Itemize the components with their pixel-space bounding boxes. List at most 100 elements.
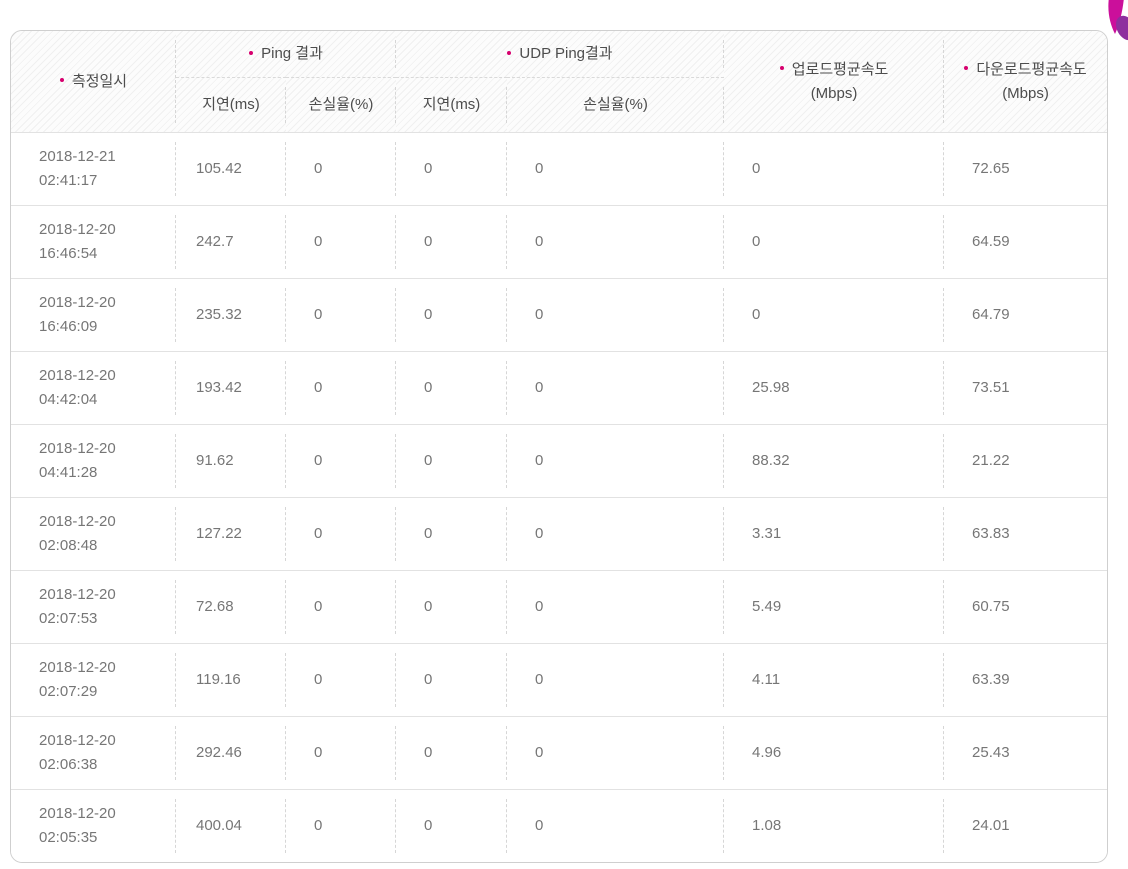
cell-upload-speed: 88.32 — [724, 424, 945, 497]
cell-udp-loss: 0 — [507, 643, 725, 716]
cell-upload-speed: 1.08 — [724, 789, 945, 862]
measure-time: 04:41:28 — [39, 464, 98, 481]
bullet-dot-icon — [249, 50, 254, 55]
table-row: 2018-12-20 04:41:28 91.62 0 0 0 88.32 21.… — [11, 424, 1107, 497]
table-row: 2018-12-20 02:05:35 400.04 0 0 0 1.08 24.… — [11, 789, 1107, 862]
table-row: 2018-12-20 02:08:48 127.22 0 0 0 3.31 63.… — [11, 497, 1107, 570]
cell-udp-loss: 0 — [507, 716, 725, 789]
cell-upload-speed: 4.96 — [724, 716, 945, 789]
cell-udp-loss: 0 — [507, 278, 725, 351]
table-row: 2018-12-20 02:07:53 72.68 0 0 0 5.49 60.7… — [11, 570, 1107, 643]
measure-time: 16:46:09 — [39, 318, 98, 335]
cell-datetime: 2018-12-20 02:05:35 — [11, 789, 176, 862]
cell-ping-delay: 400.04 — [176, 789, 286, 862]
brand-logo-fragment-icon — [1108, 0, 1128, 41]
cell-upload-speed: 0 — [724, 132, 945, 205]
measure-date: 2018-12-20 — [39, 732, 116, 749]
cell-udp-delay: 0 — [396, 497, 508, 570]
cell-datetime: 2018-12-20 04:42:04 — [11, 351, 176, 424]
bullet-dot-icon — [59, 78, 64, 83]
cell-ping-delay: 119.16 — [176, 643, 286, 716]
measure-time: 02:07:29 — [39, 683, 98, 700]
cell-download-speed: 63.39 — [944, 643, 1107, 716]
cell-upload-speed: 5.49 — [724, 570, 945, 643]
cell-upload-speed: 4.11 — [724, 643, 945, 716]
cell-download-speed: 73.51 — [944, 351, 1107, 424]
measure-date: 2018-12-20 — [39, 440, 116, 457]
table-header: 측정일시 Ping 결과 UDP Ping결과 업로드평균속도 (Mbps) 다운… — [11, 31, 1107, 132]
cell-datetime: 2018-12-20 02:07:53 — [11, 570, 176, 643]
cell-upload-speed: 25.98 — [724, 351, 945, 424]
cell-datetime: 2018-12-21 02:41:17 — [11, 132, 176, 205]
cell-udp-delay: 0 — [396, 132, 508, 205]
measure-date: 2018-12-21 — [39, 148, 116, 165]
measure-date: 2018-12-20 — [39, 805, 116, 822]
cell-ping-delay: 127.22 — [176, 497, 286, 570]
measure-date: 2018-12-20 — [39, 221, 116, 238]
cell-download-speed: 60.75 — [944, 570, 1107, 643]
cell-download-speed: 21.22 — [944, 424, 1107, 497]
cell-ping-loss: 0 — [286, 497, 397, 570]
measure-time: 02:07:53 — [39, 610, 98, 627]
measure-date: 2018-12-20 — [39, 513, 116, 530]
header-download-avg-speed: 다운로드평균속도 (Mbps) — [944, 31, 1107, 132]
cell-download-speed: 64.59 — [944, 205, 1107, 278]
cell-upload-speed: 0 — [724, 278, 945, 351]
cell-udp-loss: 0 — [507, 497, 725, 570]
cell-udp-delay: 0 — [396, 205, 508, 278]
cell-ping-delay: 235.32 — [176, 278, 286, 351]
results-table-container: 측정일시 Ping 결과 UDP Ping결과 업로드평균속도 (Mbps) 다운… — [10, 30, 1108, 863]
cell-ping-loss: 0 — [286, 278, 397, 351]
cell-udp-delay: 0 — [396, 643, 508, 716]
cell-ping-loss: 0 — [286, 716, 397, 789]
cell-udp-delay: 0 — [396, 570, 508, 643]
cell-udp-delay: 0 — [396, 424, 508, 497]
cell-udp-delay: 0 — [396, 789, 508, 862]
measure-time: 02:08:48 — [39, 537, 98, 554]
cell-ping-delay: 72.68 — [176, 570, 286, 643]
cell-udp-loss: 0 — [507, 351, 725, 424]
cell-datetime: 2018-12-20 16:46:09 — [11, 278, 176, 351]
cell-udp-loss: 0 — [507, 424, 725, 497]
bullet-dot-icon — [507, 50, 512, 55]
bullet-dot-icon — [964, 66, 969, 71]
cell-upload-speed: 0 — [724, 205, 945, 278]
cell-udp-loss: 0 — [507, 132, 725, 205]
cell-download-speed: 63.83 — [944, 497, 1107, 570]
measure-time: 02:06:38 — [39, 756, 98, 773]
cell-udp-delay: 0 — [396, 278, 508, 351]
cell-ping-delay: 292.46 — [176, 716, 286, 789]
cell-ping-loss: 0 — [286, 424, 397, 497]
cell-udp-loss: 0 — [507, 205, 725, 278]
cell-ping-delay: 91.62 — [176, 424, 286, 497]
cell-ping-loss: 0 — [286, 205, 397, 278]
header-measure-datetime: 측정일시 — [11, 31, 176, 132]
subheader-ping-loss: 손실율(%) — [286, 77, 397, 132]
measure-date: 2018-12-20 — [39, 367, 116, 384]
header-ping-group: Ping 결과 — [176, 31, 397, 77]
cell-udp-delay: 0 — [396, 351, 508, 424]
cell-ping-delay: 105.42 — [176, 132, 286, 205]
header-upload-avg-speed: 업로드평균속도 (Mbps) — [724, 31, 945, 132]
cell-udp-loss: 0 — [507, 789, 725, 862]
cell-download-speed: 25.43 — [944, 716, 1107, 789]
cell-download-speed: 24.01 — [944, 789, 1107, 862]
table-row: 2018-12-20 02:07:29 119.16 0 0 0 4.11 63.… — [11, 643, 1107, 716]
cell-ping-loss: 0 — [286, 351, 397, 424]
subheader-ping-delay: 지연(ms) — [176, 77, 286, 132]
measure-date: 2018-12-20 — [39, 659, 116, 676]
cell-ping-delay: 193.42 — [176, 351, 286, 424]
measure-date: 2018-12-20 — [39, 294, 116, 311]
cell-download-speed: 64.79 — [944, 278, 1107, 351]
subheader-udp-loss: 손실율(%) — [507, 77, 725, 132]
measure-time: 16:46:54 — [39, 245, 98, 262]
results-table: 측정일시 Ping 결과 UDP Ping결과 업로드평균속도 (Mbps) 다운… — [11, 31, 1107, 862]
cell-ping-loss: 0 — [286, 643, 397, 716]
cell-upload-speed: 3.31 — [724, 497, 945, 570]
cell-udp-delay: 0 — [396, 716, 508, 789]
table-row: 2018-12-20 16:46:54 242.7 0 0 0 0 64.59 — [11, 205, 1107, 278]
table-row: 2018-12-20 04:42:04 193.42 0 0 0 25.98 73… — [11, 351, 1107, 424]
cell-datetime: 2018-12-20 02:07:29 — [11, 643, 176, 716]
subheader-udp-delay: 지연(ms) — [396, 77, 508, 132]
